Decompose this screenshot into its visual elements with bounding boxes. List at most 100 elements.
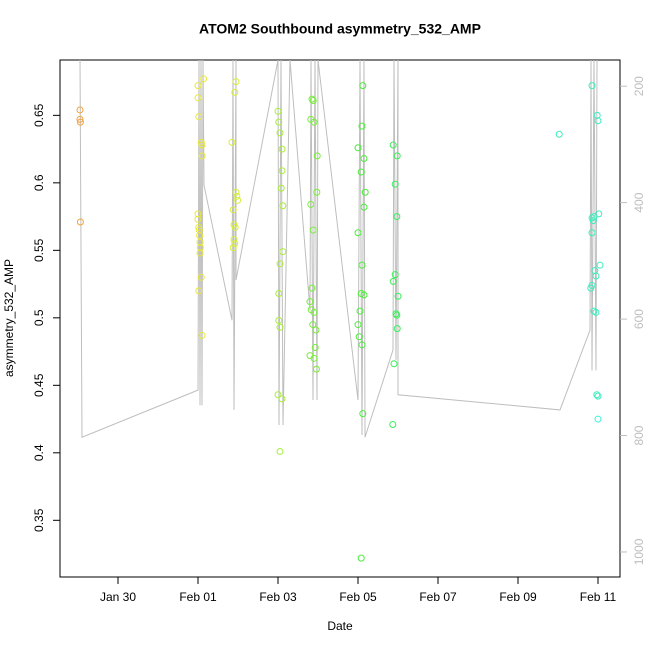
point (76, 118, 84, 126)
point (310, 118, 318, 126)
point (276, 323, 284, 331)
point (232, 78, 240, 86)
point (308, 284, 316, 292)
point (358, 261, 366, 269)
point (278, 167, 286, 175)
x-tick-label: Feb 03 (259, 590, 297, 604)
y-tick-label: 0.5 (32, 309, 46, 326)
point (196, 249, 204, 257)
point (389, 420, 397, 428)
point (195, 287, 203, 295)
point (307, 200, 315, 208)
y2-tick-label: 400 (632, 192, 646, 212)
point (393, 152, 401, 160)
point (229, 244, 237, 252)
point (232, 188, 240, 196)
point (231, 88, 239, 96)
y-axis-label: asymmetry_532_AMP (2, 259, 16, 377)
point (277, 184, 285, 192)
point (393, 311, 401, 319)
point (594, 415, 602, 423)
point (228, 138, 236, 146)
point (361, 188, 369, 196)
point (275, 317, 283, 325)
point (196, 238, 204, 246)
point (588, 82, 596, 90)
point (198, 331, 206, 339)
point (195, 113, 203, 121)
point (587, 284, 595, 292)
point (391, 180, 399, 188)
point (194, 215, 202, 223)
y-tick-label: 0.35 (32, 508, 46, 532)
y2-tick-label: 800 (632, 425, 646, 445)
point (589, 217, 597, 225)
point (276, 260, 284, 268)
point (358, 341, 366, 349)
x-tick-label: Feb 07 (419, 590, 457, 604)
y-tick-label: 0.55 (32, 238, 46, 262)
point (390, 360, 398, 368)
point (306, 298, 314, 306)
point (389, 277, 397, 285)
point (275, 118, 283, 126)
point (590, 213, 598, 221)
point (389, 141, 397, 149)
point (195, 226, 203, 234)
point (233, 192, 241, 200)
point (313, 188, 321, 196)
point (393, 325, 401, 333)
point (594, 117, 602, 125)
point (309, 96, 317, 104)
point (312, 365, 320, 373)
point (198, 152, 206, 160)
point (309, 321, 317, 329)
point (309, 226, 317, 234)
point (274, 391, 282, 399)
point (196, 231, 204, 239)
point (278, 145, 286, 153)
point (354, 229, 362, 237)
point (359, 410, 367, 418)
point (393, 213, 401, 221)
point (358, 122, 366, 130)
x-tick-label: Feb 11 (580, 590, 617, 604)
point (76, 115, 84, 123)
y2-tick-label: 600 (632, 309, 646, 329)
point (392, 310, 400, 318)
chart-title: ATOM2 Southbound asymmetry_532_AMP (199, 21, 481, 37)
point (594, 392, 602, 400)
depth-line (79, 60, 598, 439)
point (279, 202, 287, 210)
point (311, 344, 319, 352)
point (310, 354, 318, 362)
point (194, 82, 202, 90)
point (197, 273, 205, 281)
y2-tick-label: 1000 (632, 538, 646, 565)
y-tick-label: 0.6 (32, 174, 46, 191)
y-tick-label: 0.65 (32, 103, 46, 127)
point (360, 155, 368, 163)
point (194, 210, 202, 218)
point (308, 95, 316, 103)
point (359, 82, 367, 90)
point (310, 308, 318, 316)
point (391, 271, 399, 279)
x-tick-label: Feb 09 (499, 590, 537, 604)
point (194, 94, 202, 102)
point (592, 308, 600, 316)
point (588, 229, 596, 237)
x-tick-label: Feb 01 (179, 590, 217, 604)
point (356, 307, 364, 315)
point (275, 290, 283, 298)
point (354, 144, 362, 152)
point (279, 248, 287, 256)
point (76, 218, 84, 226)
point (200, 75, 208, 83)
point (394, 292, 402, 300)
point (234, 196, 242, 204)
x-tick-label: Jan 30 (100, 590, 136, 604)
point (555, 130, 563, 138)
